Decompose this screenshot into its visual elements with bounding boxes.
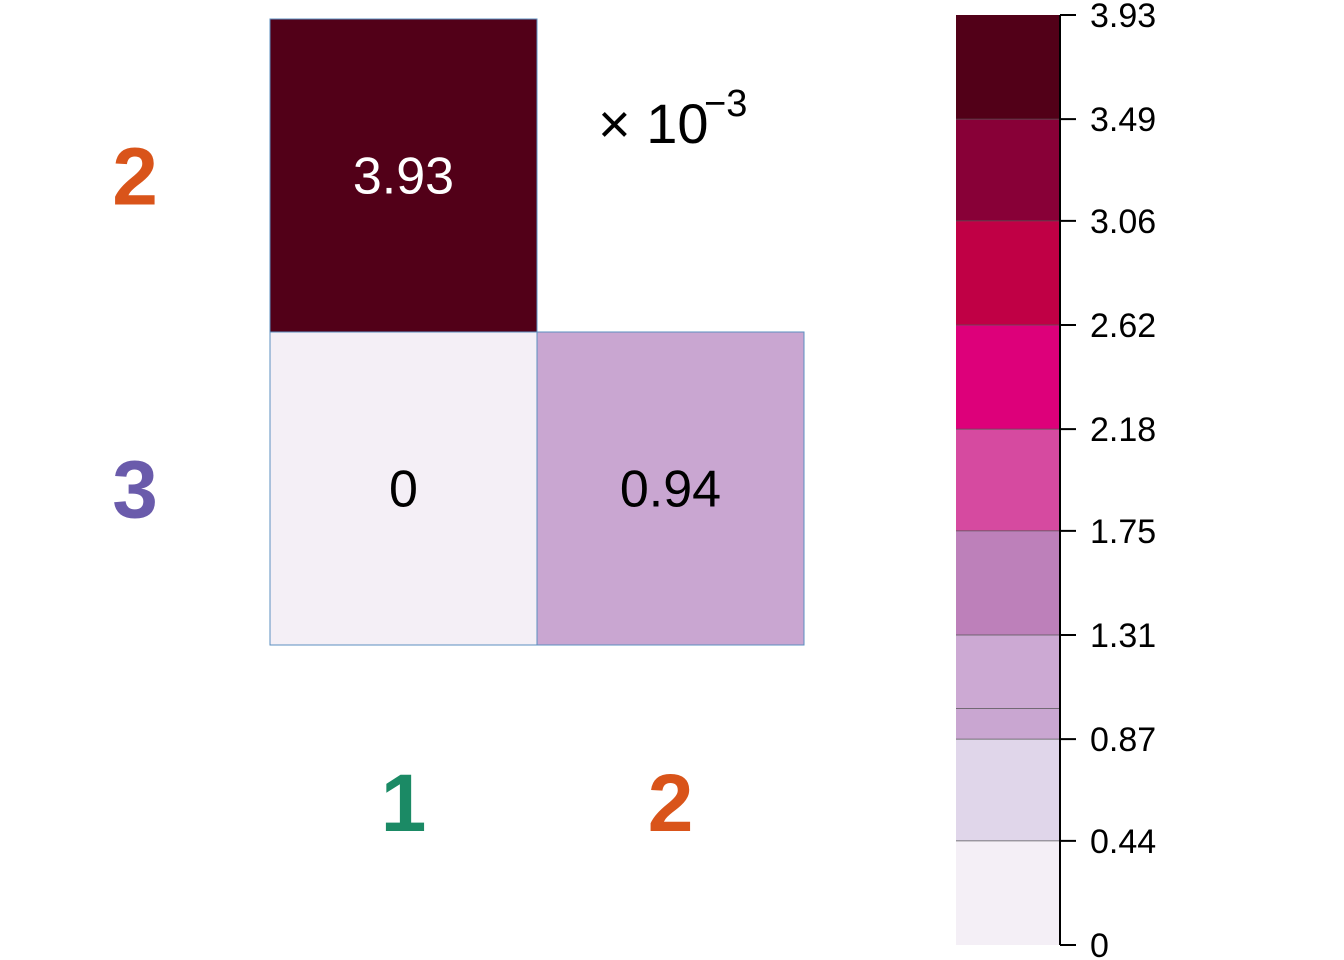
colorbar-bin-6 bbox=[956, 325, 1060, 430]
column-label-0: 1 bbox=[381, 758, 427, 849]
heatmap-cell-label-0: 3.93 bbox=[353, 148, 454, 206]
colorbar-tick-label-3: 1.31 bbox=[1090, 617, 1156, 655]
colorbar-tick-label-4: 1.75 bbox=[1090, 513, 1156, 551]
scale-note-base: × 10 bbox=[598, 92, 709, 155]
colorbar-bin-7 bbox=[956, 220, 1060, 325]
colorbar-bin-8 bbox=[956, 119, 1060, 221]
heatmap-cells: 3.93 0 0.94 bbox=[269, 18, 805, 646]
colorbar-tick-label-1: 0.44 bbox=[1090, 823, 1156, 861]
colorbar-bin-9 bbox=[956, 15, 1060, 120]
colorbar-tick-label-8: 3.49 bbox=[1090, 101, 1156, 139]
colorbar: 0 0.44 0.87 1.31 1.75 2.18 2.62 3.06 3.49 3.93 bbox=[956, 0, 1156, 960]
colorbar-tick-label-7: 3.06 bbox=[1090, 203, 1156, 241]
scale-note-exponent: −3 bbox=[704, 83, 747, 125]
heatmap-cell-1 bbox=[269, 331, 538, 646]
heatmap-cell-label-1: 0 bbox=[389, 461, 418, 519]
colorbar-bin-3 bbox=[956, 635, 1060, 709]
scale-note: × 10 −3 bbox=[598, 83, 747, 155]
row-labels: 23 bbox=[112, 132, 158, 536]
colorbar-tick-label-0: 0 bbox=[1090, 927, 1109, 960]
row-label-1: 3 bbox=[112, 445, 158, 536]
colorbar-bin-1 bbox=[956, 739, 1060, 841]
colorbar-tick-label-2: 0.87 bbox=[1090, 721, 1156, 759]
colorbar-bin-4 bbox=[956, 530, 1060, 635]
colorbar-tick-label-6: 2.62 bbox=[1090, 307, 1156, 345]
heatmap-cell-0 bbox=[269, 18, 538, 333]
colorbar-tick-label-5: 2.18 bbox=[1090, 411, 1156, 449]
heatmap-cell-2 bbox=[536, 331, 805, 646]
row-label-0: 2 bbox=[112, 132, 158, 223]
colorbar-tick-label-9: 3.93 bbox=[1090, 0, 1156, 35]
column-label-1: 2 bbox=[648, 758, 694, 849]
colorbar-bin-2 bbox=[956, 708, 1060, 740]
heatmap-cell-label-2: 0.94 bbox=[620, 461, 721, 519]
colorbar-bin-0 bbox=[956, 840, 1060, 945]
colorbar-bin-5 bbox=[956, 429, 1060, 531]
